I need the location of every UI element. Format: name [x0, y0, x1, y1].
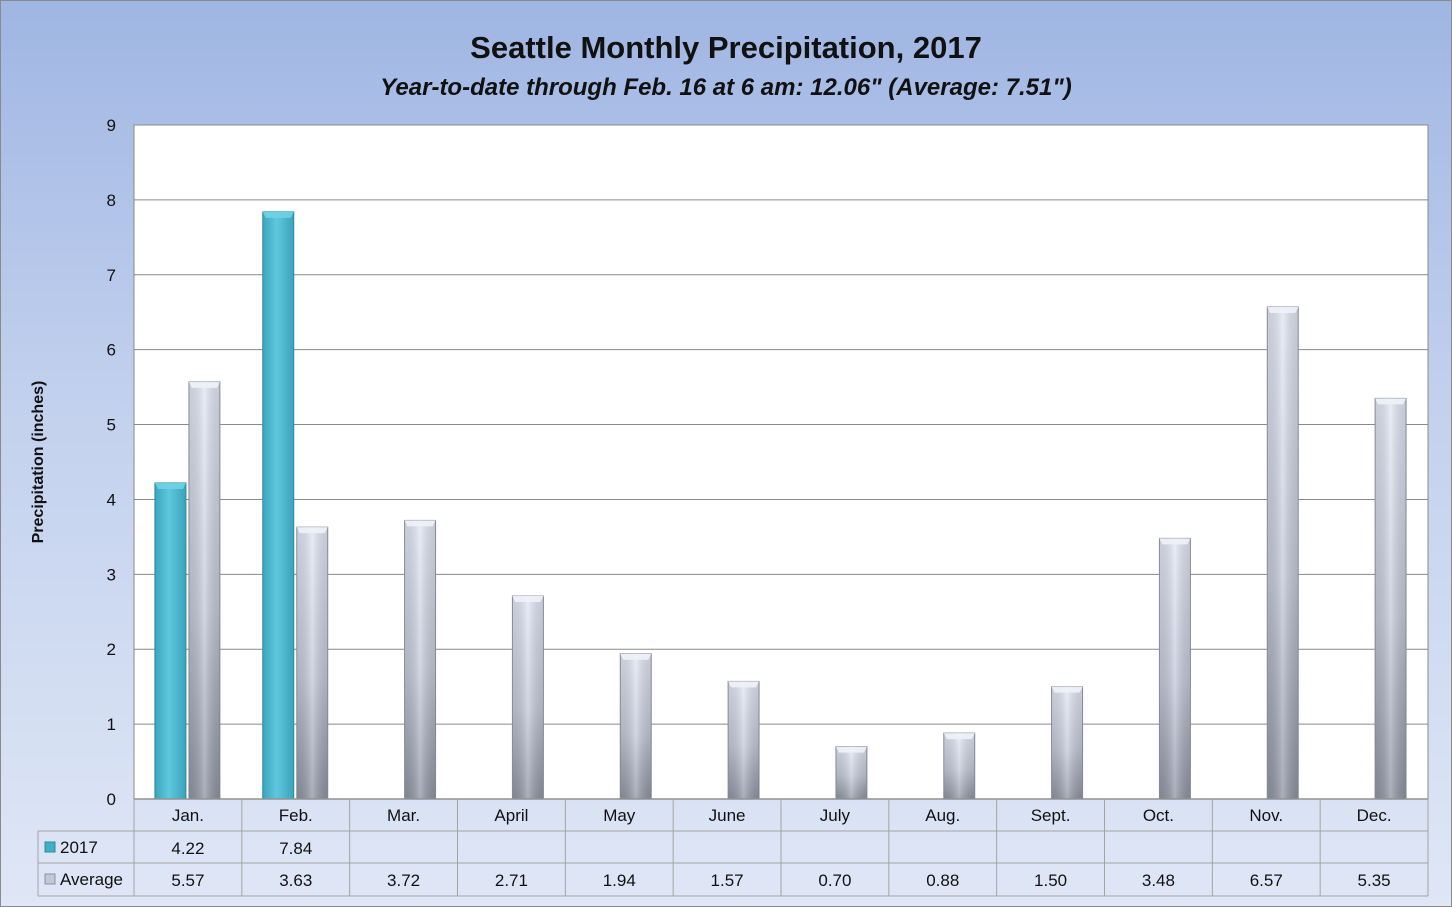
legend-swatch-2017 — [44, 841, 56, 853]
y-tick-label: 0 — [107, 790, 116, 809]
data-table-value: 1.50 — [1034, 871, 1067, 890]
data-table-value: 1.94 — [603, 871, 636, 890]
x-tick-label: Oct. — [1143, 806, 1174, 825]
bar-average-9 — [1158, 537, 1191, 800]
data-table-value: 3.63 — [279, 871, 312, 890]
x-tick-label: Jan. — [172, 806, 204, 825]
legend-label: 2017 — [60, 838, 98, 857]
data-table-value: 4.22 — [171, 839, 204, 858]
x-tick-label: July — [820, 806, 851, 825]
chart-title: Seattle Monthly Precipitation, 2017 — [470, 30, 982, 65]
data-table-value: 5.35 — [1358, 871, 1391, 890]
bar-2017-0 — [154, 482, 187, 800]
data-table-value: 7.84 — [279, 839, 312, 858]
data-table-value: 1.57 — [711, 871, 744, 890]
y-tick-label: 5 — [107, 416, 116, 435]
y-tick-label: 4 — [107, 490, 116, 509]
data-table-value: 0.70 — [818, 871, 851, 890]
x-tick-label: June — [709, 806, 746, 825]
bar-average-11 — [1374, 397, 1407, 800]
plot-area — [133, 124, 1429, 800]
bar-2017-1 — [262, 211, 295, 800]
data-table-value: 5.57 — [171, 871, 204, 890]
bar-average-10 — [1266, 306, 1299, 800]
bar-average-4 — [619, 653, 652, 800]
y-tick-label: 3 — [107, 565, 116, 584]
x-tick-label: Nov. — [1249, 806, 1283, 825]
legend-label: Average — [60, 870, 123, 889]
bar-average-1 — [296, 526, 329, 800]
bar-average-6 — [835, 746, 868, 800]
x-tick-label: May — [603, 806, 636, 825]
data-table-value: 3.48 — [1142, 871, 1175, 890]
x-tick-label: Sept. — [1031, 806, 1071, 825]
data-table-value: 6.57 — [1250, 871, 1283, 890]
data-table-value: 0.88 — [926, 871, 959, 890]
legend-swatch-average — [44, 873, 56, 885]
x-tick-label: Feb. — [279, 806, 313, 825]
x-tick-label: Mar. — [387, 806, 420, 825]
y-tick-label: 8 — [107, 191, 116, 210]
data-table-value: 3.72 — [387, 871, 420, 890]
y-tick-label: 6 — [107, 341, 116, 360]
chart-subtitle: Year-to-date through Feb. 16 at 6 am: 12… — [380, 74, 1072, 101]
bar-average-3 — [511, 595, 544, 800]
bar-average-5 — [727, 680, 760, 800]
y-tick-label: 9 — [107, 116, 116, 135]
data-table-value: 2.71 — [495, 871, 528, 890]
y-tick-label: 2 — [107, 640, 116, 659]
bar-average-8 — [1051, 686, 1084, 800]
y-tick-label: 7 — [107, 266, 116, 285]
bar-average-7 — [943, 732, 976, 800]
x-tick-label: April — [494, 806, 528, 825]
x-tick-label: Aug. — [925, 806, 960, 825]
x-tick-label: Dec. — [1357, 806, 1392, 825]
bar-average-2 — [404, 519, 437, 800]
bar-average-0 — [188, 381, 221, 800]
y-tick-label: 1 — [107, 715, 116, 734]
